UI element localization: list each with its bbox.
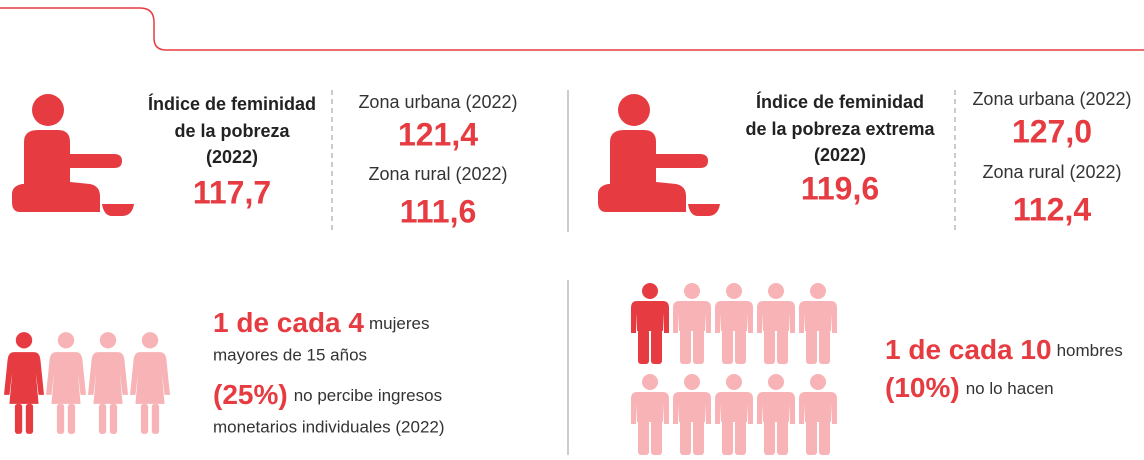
man-icon (715, 374, 753, 455)
men-highlight: 1 de cada 10 (885, 334, 1052, 365)
women-text: mujeres (369, 314, 429, 333)
woman-icon (88, 332, 128, 434)
zone-value: 127,0 (1012, 113, 1092, 149)
index-title: de la pobreza (174, 121, 290, 141)
index-value: 119,6 (801, 170, 879, 206)
man-icon (715, 283, 753, 364)
women-percent: (25%) (213, 379, 288, 410)
men-percent: (10%) (885, 372, 960, 403)
man-icon (799, 283, 837, 364)
zone-value: 112,4 (1013, 191, 1092, 227)
kneeling-icon (598, 94, 720, 216)
man-icon (631, 283, 669, 364)
man-icon (673, 283, 711, 364)
women-line: 1 de cada 4 mujeres (213, 307, 429, 338)
kneeling-icon (12, 94, 134, 216)
index-title: de la pobreza extrema (745, 119, 935, 139)
woman-icon (130, 332, 170, 434)
zone-label: Zona urbana (2022) (358, 92, 517, 112)
zone-label: Zona rural (2022) (368, 164, 507, 184)
women-line: (25%) no percibe ingresos (213, 379, 442, 410)
man-icon (631, 374, 669, 455)
men-text: hombres (1057, 341, 1123, 360)
zone-value: 111,6 (400, 193, 477, 229)
women-text: mayores de 15 años (213, 345, 367, 364)
index-title: (2022) (206, 147, 258, 167)
zone-label: Zona urbana (2022) (972, 89, 1131, 109)
index-value: 117,7 (193, 174, 271, 210)
index-title: Índice de feminidad (756, 91, 924, 112)
man-icon (673, 374, 711, 455)
man-icon (757, 283, 795, 364)
women-text: no percibe ingresos (294, 386, 442, 405)
index-title: Índice de feminidad (148, 93, 316, 114)
index-title: (2022) (814, 145, 866, 165)
woman-icon (4, 332, 44, 434)
man-icon (799, 374, 837, 455)
men-line: 1 de cada 10 hombres (885, 334, 1123, 365)
woman-icon (46, 332, 86, 434)
women-highlight: 1 de cada 4 (213, 307, 364, 338)
zone-value: 121,4 (398, 116, 478, 152)
man-icon (757, 374, 795, 455)
zone-label: Zona rural (2022) (982, 162, 1121, 182)
women-text: monetarios individuales (2022) (213, 417, 445, 436)
men-text: no lo hacen (966, 379, 1054, 398)
header-tab-line (0, 7, 1144, 51)
men-line: (10%) no lo hacen (885, 372, 1054, 403)
